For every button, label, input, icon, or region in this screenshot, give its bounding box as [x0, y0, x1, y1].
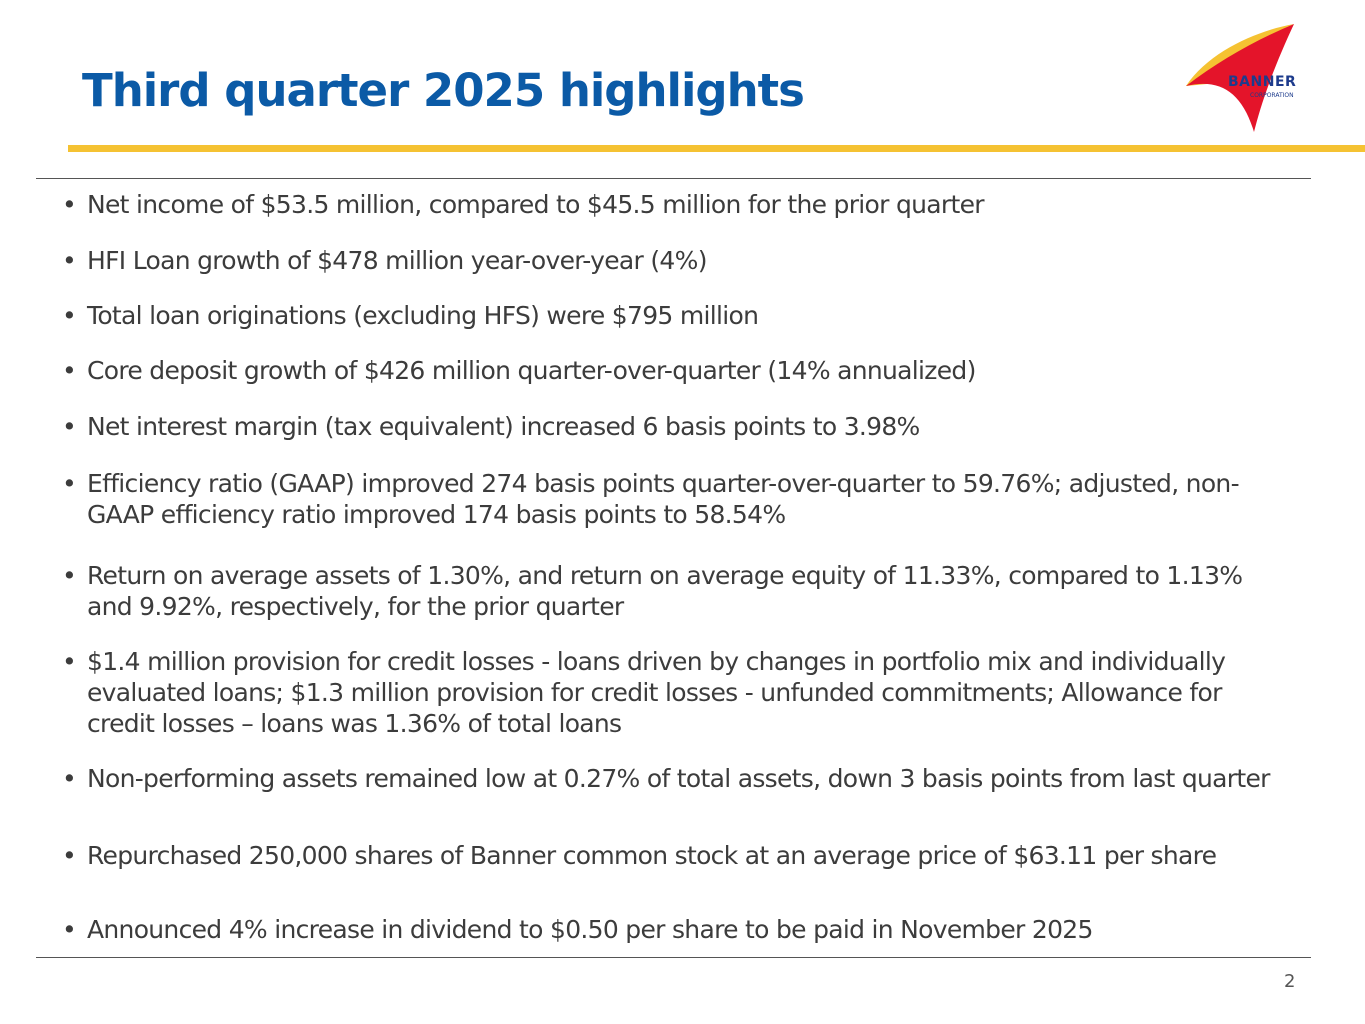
- highlight-item: • Announced 4% increase in dividend to $…: [58, 914, 1293, 945]
- slide-title: Third quarter 2025 highlights: [82, 64, 805, 117]
- logo-red-sail: [1186, 24, 1294, 132]
- highlight-item: • Non-performing assets remained low at …: [58, 763, 1293, 794]
- content-top-rule: [36, 178, 1311, 179]
- highlight-text: Total loan originations (excluding HFS) …: [87, 301, 759, 330]
- bullet-dot: •: [62, 190, 77, 219]
- highlight-text: $1.4 million provision for credit losses…: [87, 647, 1226, 738]
- highlight-text: Repurchased 250,000 shares of Banner com…: [87, 841, 1217, 870]
- bullet-dot: •: [62, 301, 77, 330]
- highlight-text: Return on average assets of 1.30%, and r…: [87, 561, 1243, 621]
- bullet-dot: •: [62, 561, 77, 590]
- highlight-item: • Efficiency ratio (GAAP) improved 274 b…: [58, 468, 1293, 530]
- highlight-text: Announced 4% increase in dividend to $0.…: [87, 915, 1093, 944]
- highlight-item: • $1.4 million provision for credit loss…: [58, 646, 1293, 739]
- highlight-item: • Net income of $53.5 million, compared …: [58, 189, 1293, 220]
- highlight-item: • Net interest margin (tax equivalent) i…: [58, 411, 1293, 442]
- bullet-dot: •: [62, 764, 77, 793]
- logo-name: BANNER: [1228, 74, 1296, 90]
- highlight-text: Net interest margin (tax equivalent) inc…: [87, 412, 920, 441]
- highlight-item: • Return on average assets of 1.30%, and…: [58, 560, 1293, 622]
- content-bottom-rule: [36, 957, 1311, 958]
- banner-logo: BANNER CORPORATION: [1186, 24, 1296, 132]
- highlight-item: • Core deposit growth of $426 million qu…: [58, 355, 1293, 386]
- highlight-text: Efficiency ratio (GAAP) improved 274 bas…: [87, 469, 1240, 529]
- highlight-text: Core deposit growth of $426 million quar…: [87, 356, 976, 385]
- highlight-item: • Total loan originations (excluding HFS…: [58, 300, 1293, 331]
- bullet-dot: •: [62, 915, 77, 944]
- page-number: 2: [1284, 971, 1296, 992]
- bullet-dot: •: [62, 841, 77, 870]
- highlight-text: Non-performing assets remained low at 0.…: [87, 764, 1270, 793]
- bullet-dot: •: [62, 356, 77, 385]
- bullet-dot: •: [62, 246, 77, 275]
- bullet-dot: •: [62, 412, 77, 441]
- highlight-text: HFI Loan growth of $478 million year-ove…: [87, 246, 707, 275]
- bullet-dot: •: [62, 469, 77, 498]
- highlight-item: • Repurchased 250,000 shares of Banner c…: [58, 840, 1293, 871]
- highlight-item: • HFI Loan growth of $478 million year-o…: [58, 245, 1293, 276]
- highlight-text: Net income of $53.5 million, compared to…: [87, 190, 985, 219]
- logo-subtitle: CORPORATION: [1250, 92, 1294, 99]
- title-accent-rule: [68, 145, 1365, 152]
- bullet-dot: •: [62, 647, 77, 676]
